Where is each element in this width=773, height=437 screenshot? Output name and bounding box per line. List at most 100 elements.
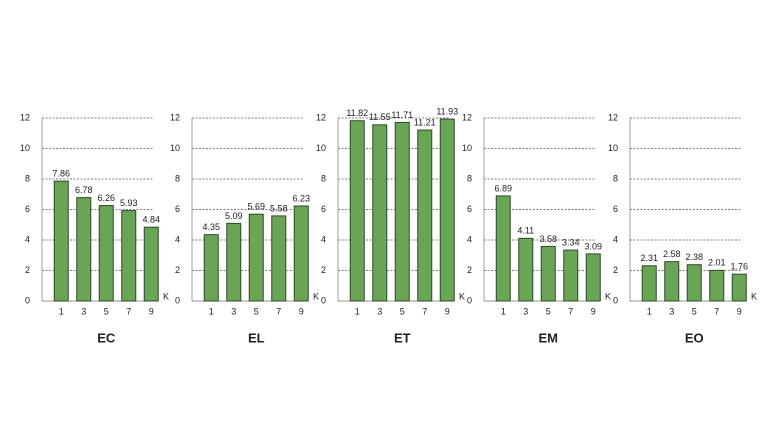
data-label: 6.26: [97, 193, 115, 203]
data-label: 2.38: [685, 252, 703, 262]
y-tick-label: 6: [25, 204, 30, 214]
x-tick-label: 7: [714, 306, 719, 316]
data-label: 11.21: [414, 117, 436, 127]
data-label: 3.58: [539, 234, 557, 244]
data-label: 1.76: [730, 262, 748, 272]
y-tick-label: 0: [321, 295, 326, 305]
x-tick-label: 7: [568, 306, 573, 316]
bar: [563, 249, 579, 302]
x-tick-label: 3: [81, 306, 86, 316]
y-tick-label: 2: [175, 265, 180, 275]
bar: [248, 213, 264, 302]
y-tick-label: 12: [462, 112, 472, 122]
x-tick-label: 7: [422, 306, 427, 316]
x-tick-label: 1: [355, 306, 360, 316]
data-label: 4.11: [517, 226, 534, 236]
bar: [372, 124, 388, 302]
x-axis-label: K: [459, 291, 465, 301]
bar: [731, 273, 747, 302]
data-label: 2.01: [708, 258, 726, 268]
y-tick-label: 4: [25, 234, 30, 244]
x-tick-label: 5: [692, 306, 697, 316]
y-tick-label: 10: [170, 143, 180, 153]
y-tick-label: 2: [613, 265, 618, 275]
bar: [686, 264, 702, 302]
chart-title: EL: [248, 330, 265, 345]
y-tick-label: 6: [613, 204, 618, 214]
y-tick-label: 12: [20, 112, 30, 122]
bar: [664, 261, 680, 302]
chart-title: EO: [685, 330, 704, 345]
y-tick-label: 6: [467, 204, 472, 214]
bar: [226, 222, 242, 302]
y-tick-label: 2: [25, 265, 30, 275]
data-label: 6.89: [494, 183, 512, 193]
y-tick-label: 8: [25, 173, 30, 183]
x-tick-label: 3: [377, 306, 382, 316]
bar: [271, 215, 287, 302]
data-label: 2.58: [663, 249, 681, 259]
bar: [394, 121, 410, 302]
y-tick-label: 10: [316, 143, 326, 153]
data-label: 5.69: [247, 202, 265, 212]
x-tick-label: 7: [126, 306, 131, 316]
x-tick-label: 1: [647, 306, 652, 316]
data-label: 11.55: [369, 112, 391, 122]
bar: [143, 226, 159, 302]
x-tick-label: 1: [59, 306, 64, 316]
bar: [76, 197, 92, 302]
bar: [98, 205, 114, 302]
y-tick-label: 6: [321, 204, 326, 214]
data-label: 3.09: [584, 241, 602, 251]
x-tick-label: 3: [523, 306, 528, 316]
y-tick-label: 6: [175, 204, 180, 214]
y-tick-label: 12: [608, 112, 618, 122]
y-tick-label: 8: [321, 173, 326, 183]
x-tick-label: 7: [276, 306, 281, 316]
y-tick-label: 0: [25, 295, 30, 305]
chart-title: EC: [97, 330, 116, 345]
data-label: 11.82: [346, 108, 368, 118]
bar: [417, 129, 433, 302]
data-label: 2.31: [640, 253, 658, 263]
data-label: 3.34: [562, 237, 580, 247]
bar: [439, 118, 455, 302]
x-axis-label: K: [605, 291, 611, 301]
x-tick-label: 5: [254, 306, 259, 316]
y-tick-label: 12: [170, 112, 180, 122]
bar: [585, 253, 601, 302]
y-tick-label: 4: [613, 234, 618, 244]
x-tick-label: 9: [591, 306, 596, 316]
bar: [203, 234, 219, 302]
data-label: 11.71: [391, 110, 413, 120]
y-tick-label: 8: [175, 173, 180, 183]
x-axis-label: K: [751, 291, 757, 301]
bar: [709, 269, 725, 302]
data-label: 6.23: [292, 193, 310, 203]
y-tick-label: 12: [316, 112, 326, 122]
bar: [293, 205, 309, 302]
x-tick-label: 3: [669, 306, 674, 316]
data-label: 4.84: [142, 215, 160, 225]
y-tick-label: 8: [613, 173, 618, 183]
y-tick-label: 4: [467, 234, 472, 244]
y-tick-label: 2: [321, 265, 326, 275]
bar: [121, 210, 137, 302]
data-label: 4.35: [202, 222, 220, 232]
x-tick-label: 9: [445, 306, 450, 316]
x-tick-label: 5: [546, 306, 551, 316]
x-tick-label: 1: [209, 306, 214, 316]
chart-title: ET: [394, 330, 411, 345]
x-tick-label: 9: [149, 306, 154, 316]
y-tick-label: 2: [467, 265, 472, 275]
data-label: 5.09: [225, 211, 243, 221]
y-tick-label: 10: [608, 143, 618, 153]
x-tick-label: 1: [501, 306, 506, 316]
x-tick-label: 9: [299, 306, 304, 316]
y-tick-label: 4: [321, 234, 326, 244]
y-tick-label: 0: [467, 295, 472, 305]
bar: [641, 265, 657, 302]
x-axis-label: K: [163, 291, 169, 301]
y-tick-label: 10: [462, 143, 472, 153]
